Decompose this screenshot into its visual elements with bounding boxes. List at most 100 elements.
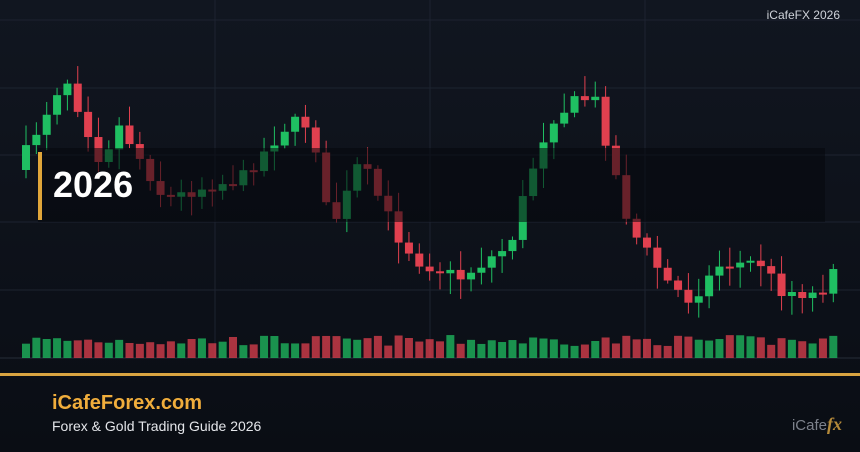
candle [446,269,455,274]
volume-bar [477,343,486,358]
candle [291,116,300,132]
candle [436,271,444,274]
candle [53,95,62,115]
year-panel: 2026 [38,148,825,222]
candle [767,266,776,274]
candle [798,291,807,299]
candle [301,116,310,128]
volume-bar [622,335,631,358]
candle [84,111,93,138]
volume-bar [705,340,714,358]
volume-bar [746,336,755,358]
volume-bar [591,340,600,358]
site-name: iCafeForex.com [52,392,203,414]
candle [653,247,662,268]
volume-bar [63,340,72,358]
candle [725,266,734,269]
volume-bar [549,339,558,358]
volume-bar [498,342,507,358]
candle [818,292,827,295]
volume-bar [643,338,651,358]
candle [508,239,517,252]
volume-bar [518,343,527,358]
volume-bar [725,335,734,358]
volume-bar [218,341,227,358]
candle [311,127,320,153]
candle [829,269,838,294]
logo-fx: fx [827,414,842,434]
volume-bar [539,338,548,358]
volume-bar [767,344,776,358]
candle [787,291,796,297]
volume-bar [177,343,186,358]
volume-bar [425,339,434,358]
candle [63,83,72,96]
candle [425,266,434,272]
candle [467,272,476,280]
volume-bar [436,341,444,358]
volume-bar [601,337,610,358]
candle [115,125,124,150]
candle [715,266,724,276]
candle [560,112,569,124]
candle [22,145,30,170]
volume-bar [73,340,82,358]
volume-bar [653,345,662,358]
volume-bar [301,343,310,358]
volume-bar [53,338,62,358]
candle [777,273,786,297]
candle [42,114,51,135]
candle [487,256,496,268]
year-heading: 2026 [53,164,134,205]
candle [736,262,745,268]
subtitle: Forex & Gold Trading Guide 2026 [52,418,262,434]
volume-bar [270,336,279,358]
volume-bar [415,341,424,358]
volume-bar [239,345,248,358]
volume-bar [260,335,269,358]
volume-bar [394,335,403,358]
candle [570,96,579,113]
volume-bar [829,335,838,358]
candle [404,242,413,254]
candle [394,211,403,243]
volume-bar [311,336,320,358]
volume-bar [187,339,196,358]
volume-bar [32,337,41,358]
volume-bar [508,340,517,358]
volume-bar [446,335,455,358]
volume-bar [580,344,589,358]
volume-bar [756,337,765,358]
brand-mark: iCafeFX 2026 [766,8,840,22]
candle [73,83,82,112]
candle [601,96,610,146]
divider [0,373,860,376]
candle [684,289,693,303]
candle [591,96,600,101]
volume-bar [404,337,413,358]
volume-bar [715,339,724,358]
candle [746,260,755,263]
volume-bar [694,339,703,358]
candle [580,96,589,101]
volume-bar [663,345,672,358]
candle [756,260,765,267]
volume-bar [456,343,465,358]
volume-bar [156,344,165,358]
volume-bar [22,343,30,358]
volume-bar [166,341,175,358]
candle [280,131,289,146]
volume-bar [291,343,300,358]
volume-bar [353,339,362,358]
volume-bar [674,335,683,358]
candle [694,296,703,303]
volume-bar [529,337,538,358]
candle [415,253,424,267]
volume-bar [808,343,817,358]
volume-bar [684,336,693,358]
candle [456,269,465,280]
volume-bar [135,343,144,358]
logo-text: iCafe [791,417,827,434]
candle [125,125,134,145]
